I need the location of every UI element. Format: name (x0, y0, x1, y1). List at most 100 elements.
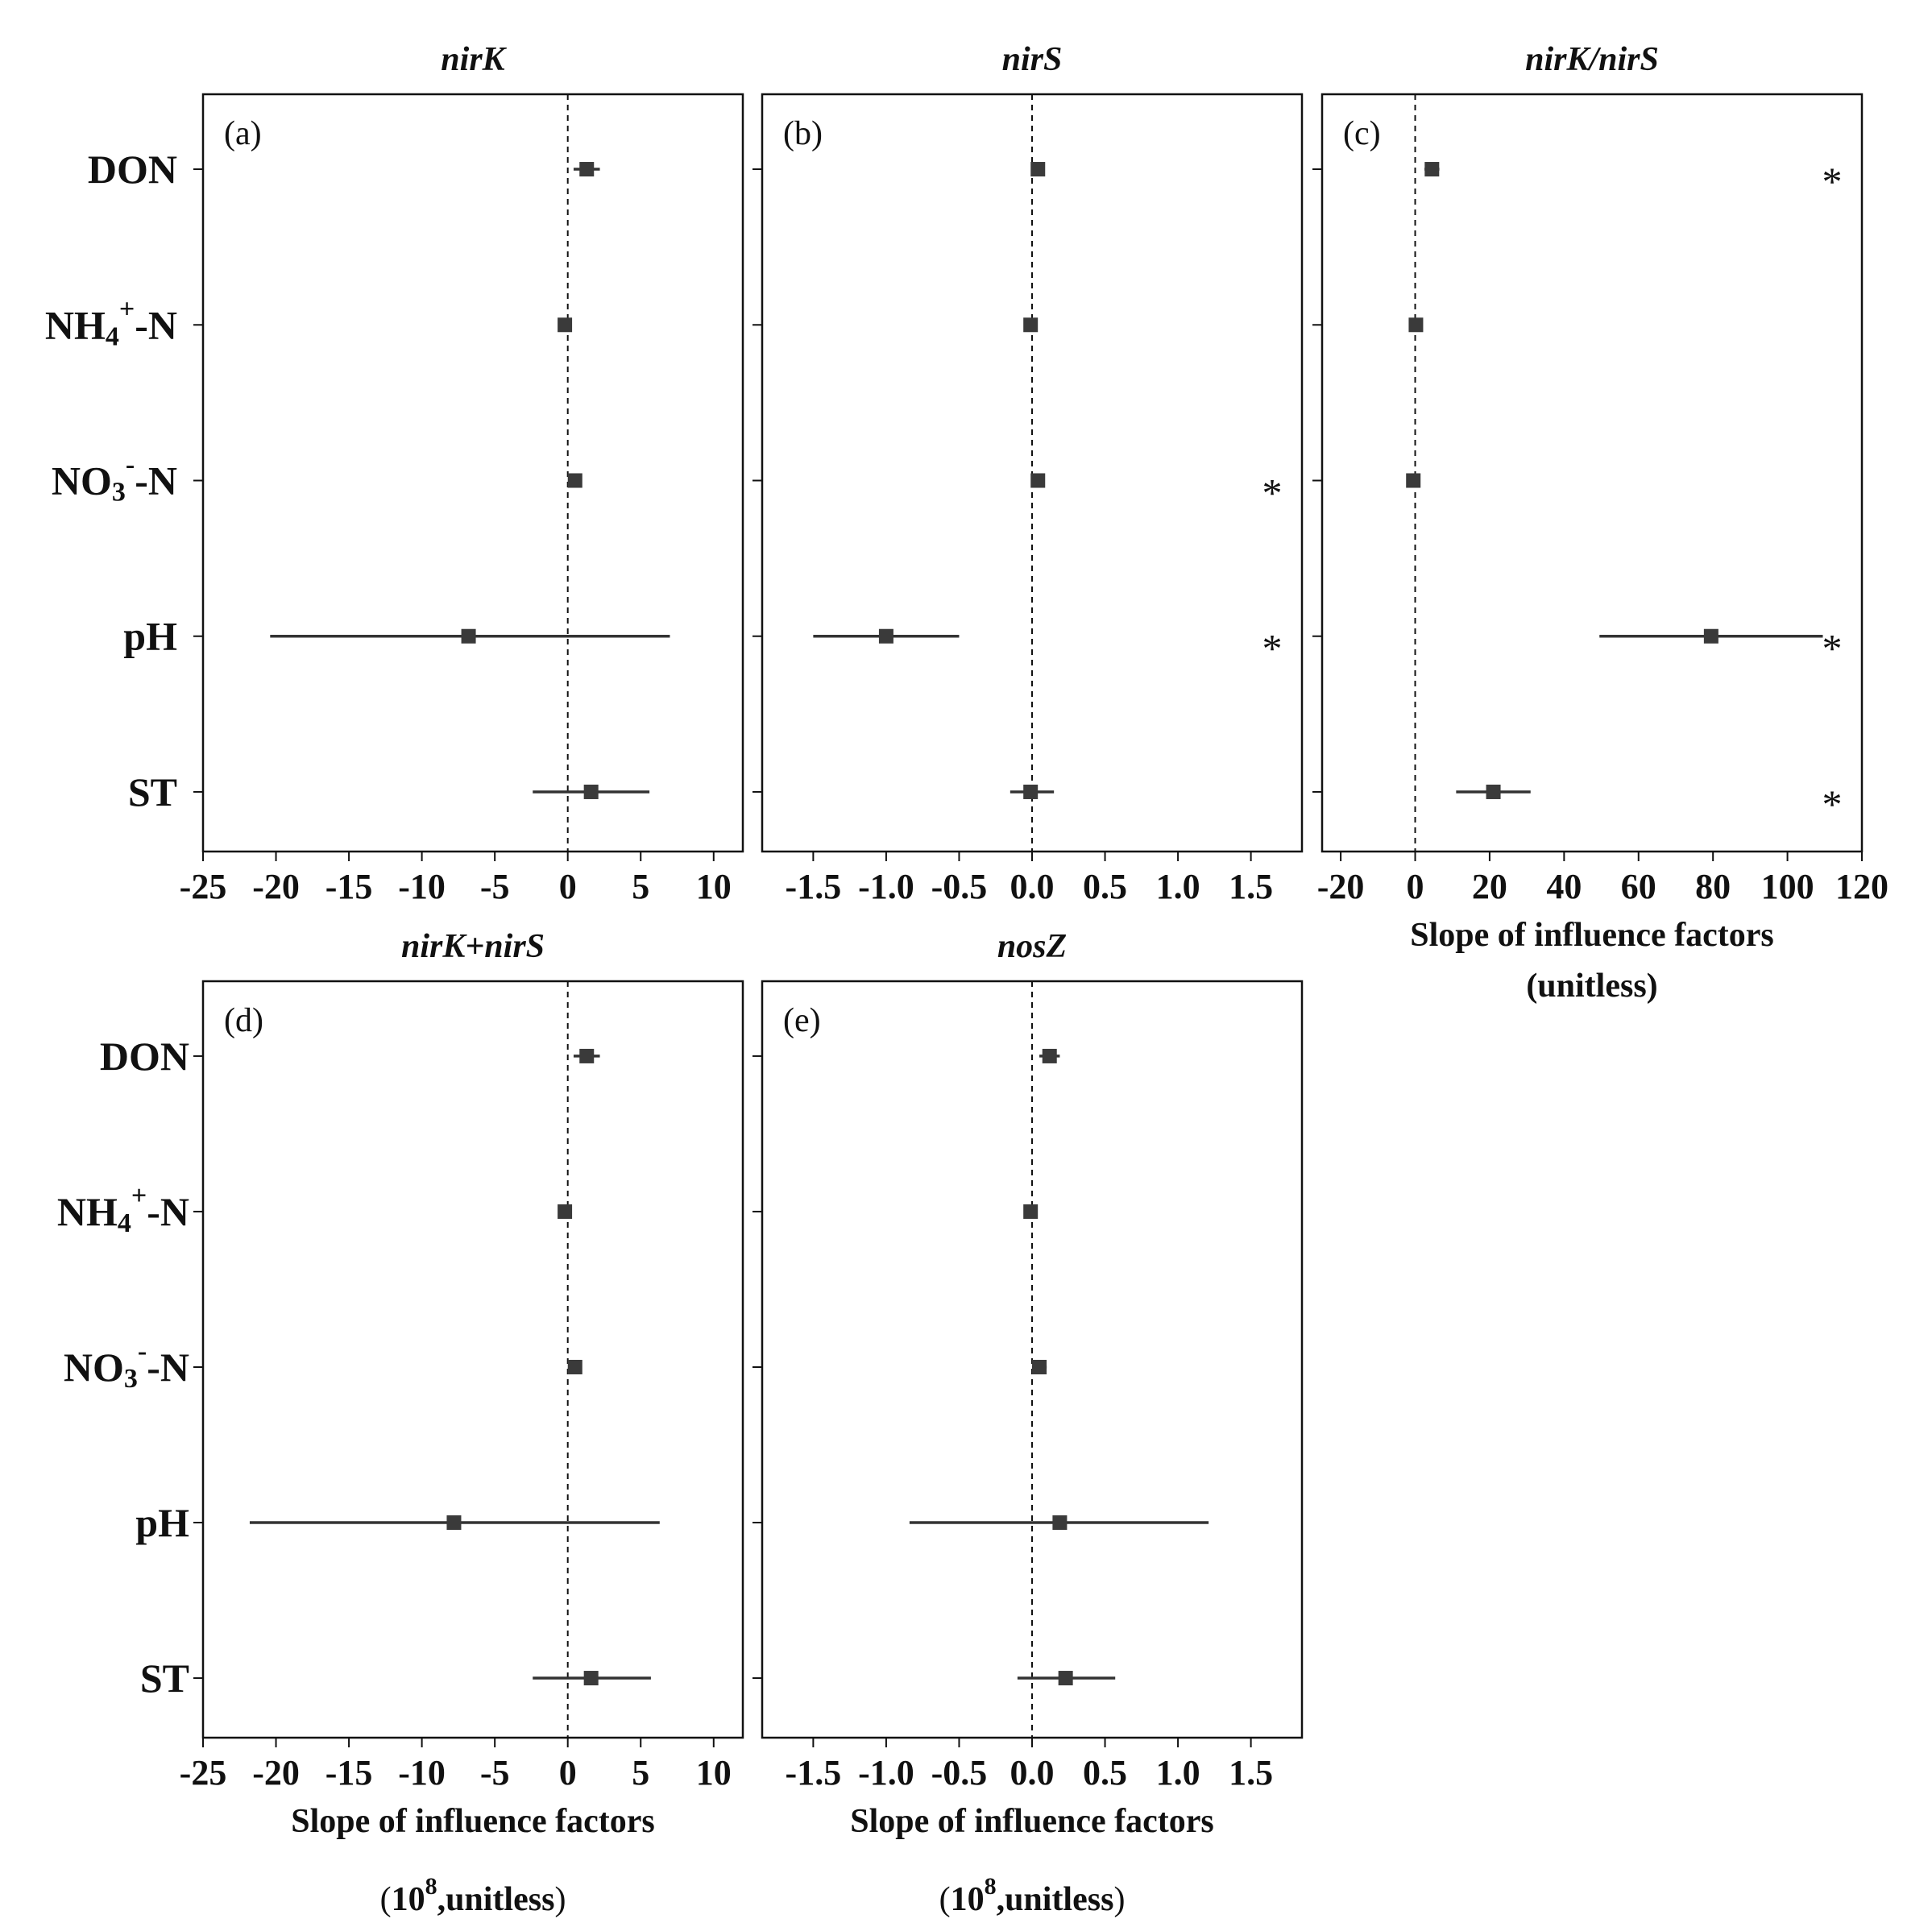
x-tick-label: 120 (1835, 867, 1888, 906)
x-tick-label: 80 (1695, 867, 1731, 906)
significance-marker: * (1262, 626, 1283, 671)
panel-letter: (c) (1343, 115, 1381, 152)
x-tick-label: 0.5 (1083, 1753, 1127, 1792)
x-tick-label: 1.5 (1229, 1753, 1273, 1792)
x-tick-label: -20 (252, 1753, 300, 1792)
estimate-point (1424, 162, 1440, 177)
panel-3: nirK/nirS (c) -20 0 20 40 60 80 100 120 * * * Slope o… (1312, 41, 1888, 1005)
estimate-point (583, 784, 599, 799)
category-label: DON (100, 1034, 189, 1079)
significance-marker: * (1822, 781, 1843, 827)
estimate-point (1052, 1515, 1068, 1531)
panel-letter: (b) (783, 115, 823, 152)
estimate-point (1023, 317, 1039, 333)
x-tick-label: -5 (480, 867, 510, 906)
estimate-point (878, 628, 893, 644)
estimate-point (1030, 473, 1046, 488)
x-tick-label: -1.5 (786, 1753, 842, 1792)
panel-title: nirS (1002, 41, 1063, 78)
x-tick-label: 5 (632, 1753, 649, 1792)
estimate-point (1058, 1671, 1073, 1686)
x-axis-label: Slope of influence factors (850, 1803, 1213, 1840)
panel-letter: (e) (783, 1002, 821, 1039)
estimate-point (1032, 1359, 1047, 1374)
estimate-point (1023, 784, 1039, 799)
estimate-point (567, 1359, 583, 1374)
estimate-point (583, 1671, 599, 1686)
category-label: pH (135, 1500, 189, 1545)
panel-title: nirK (441, 41, 507, 78)
x-tick-label: 1.5 (1229, 867, 1273, 906)
x-tick-label: 0 (1407, 867, 1424, 906)
x-axis-unit: (unitless) (1526, 968, 1657, 1005)
estimate-point (579, 1048, 595, 1063)
x-tick-label: -15 (325, 867, 373, 906)
plot-frame (201, 93, 744, 853)
x-tick-label: -10 (398, 867, 446, 906)
category-label: ST (128, 769, 177, 814)
x-tick-label: 1.0 (1156, 867, 1200, 906)
x-tick-label: 5 (632, 867, 649, 906)
category-label: ST (140, 1656, 189, 1701)
estimate-point (1406, 473, 1421, 488)
x-tick-label: 60 (1621, 867, 1656, 906)
x-tick-label: 10 (696, 1753, 732, 1792)
x-tick-label: 0.5 (1083, 867, 1127, 906)
x-axis-unit: (108,unitless) (380, 1873, 566, 1918)
plot-frame (1320, 93, 1864, 853)
panel-letter: (d) (224, 1002, 263, 1039)
x-tick-label: -5 (480, 1753, 510, 1792)
panel-5: nosZ (e) -1.5 -1.0 -0.5 0.0 0.5 1.0 1.5 Slope of … (752, 928, 1304, 1918)
category-label: NH4+-N (45, 294, 177, 351)
x-tick-label: 10 (696, 867, 732, 906)
x-axis-unit: (108,unitless) (939, 1873, 1126, 1918)
estimate-point (558, 317, 573, 333)
x-tick-label: -20 (1317, 867, 1365, 906)
x-tick-label: -25 (180, 1753, 227, 1792)
x-tick-label: -15 (325, 1753, 373, 1792)
x-tick-label: 0.0 (1010, 1753, 1055, 1792)
panel-2: nirS (b) -1.5 -1.0 -0.5 0.0 0.5 1.0 1.5 * * (752, 41, 1304, 906)
x-tick-label: 40 (1546, 867, 1582, 906)
category-label: pH (123, 614, 177, 659)
x-tick-label: 0 (559, 1753, 577, 1792)
significance-marker: * (1822, 626, 1843, 671)
estimate-point (567, 473, 583, 488)
estimate-point (558, 1204, 573, 1219)
category-label: DON (88, 147, 177, 192)
panel-1: nirK (a) -25 -20 -15 -10 -5 0 5 10 DON NH4+-N NO3--N… (45, 41, 744, 906)
estimate-point (1023, 1204, 1039, 1219)
estimate-point (1486, 784, 1501, 799)
x-tick-label: -0.5 (931, 1753, 988, 1792)
panel-letter: (a) (224, 115, 262, 152)
x-tick-label: -25 (180, 867, 227, 906)
estimate-point (1408, 317, 1424, 333)
category-label: NO3--N (64, 1336, 189, 1393)
plot-frame (201, 980, 744, 1739)
panel-title: nosZ (997, 928, 1067, 965)
estimate-point (579, 162, 595, 177)
x-tick-label: -1.0 (858, 867, 914, 906)
estimate-point (1030, 162, 1046, 177)
estimate-point (1042, 1048, 1057, 1063)
x-axis-label: Slope of influence factors (291, 1803, 654, 1840)
significance-marker: * (1262, 470, 1283, 515)
x-tick-label: 20 (1472, 867, 1507, 906)
significance-marker: * (1822, 159, 1843, 204)
estimate-point (1703, 628, 1718, 644)
x-tick-label: 100 (1761, 867, 1814, 906)
category-label: NH4+-N (57, 1180, 189, 1237)
estimate-point (461, 628, 476, 644)
panel-title: nirK+nirS (401, 928, 545, 965)
estimate-point (446, 1515, 462, 1531)
x-tick-label: -0.5 (931, 867, 988, 906)
category-label: NO3--N (52, 450, 177, 507)
x-tick-label: 0.0 (1010, 867, 1055, 906)
x-tick-label: -1.0 (858, 1753, 914, 1792)
x-tick-label: 1.0 (1156, 1753, 1200, 1792)
x-tick-label: 0 (559, 867, 577, 906)
panel-title: nirK/nirS (1525, 41, 1659, 78)
x-tick-label: -10 (398, 1753, 446, 1792)
x-tick-label: -20 (252, 867, 300, 906)
